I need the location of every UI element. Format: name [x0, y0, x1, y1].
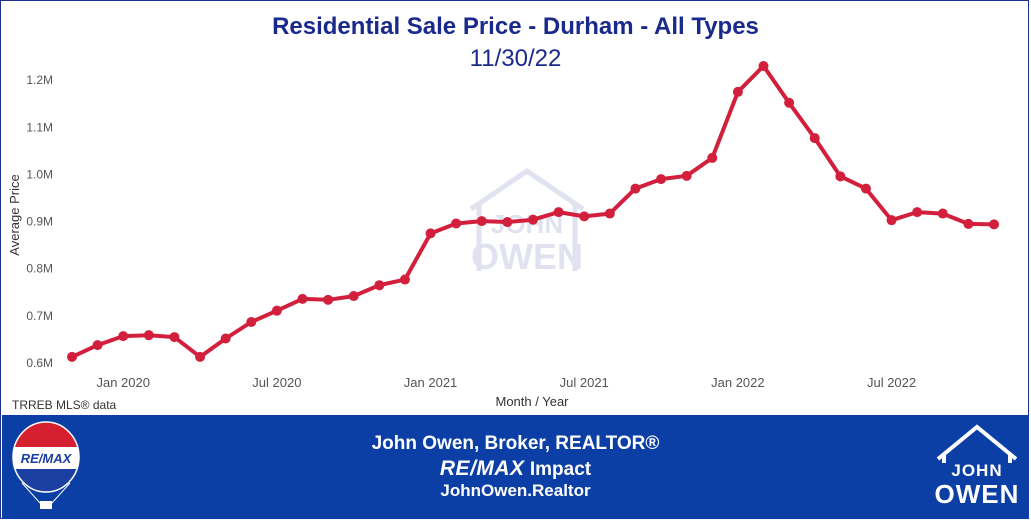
brand-suffix: Impact	[529, 459, 592, 480]
source-note: TRREB MLS® data	[12, 398, 117, 412]
x-axis-label: Month / Year	[496, 394, 570, 409]
watermark-logo: JOHN OWEN	[469, 167, 585, 277]
data-point[interactable]	[809, 133, 820, 144]
data-point[interactable]	[143, 330, 154, 341]
balloon-text: RE/MAX	[21, 451, 73, 466]
x-tick-label: Jan 2020	[96, 375, 150, 390]
data-point[interactable]	[758, 61, 769, 71]
data-point[interactable]	[451, 218, 462, 229]
chart-title: Residential Sale Price - Durham - All Ty…	[272, 13, 759, 40]
data-point[interactable]	[220, 333, 231, 344]
data-point[interactable]	[860, 183, 871, 194]
data-point[interactable]	[989, 219, 999, 230]
watermark-text-line2: OWEN	[471, 236, 583, 277]
data-point[interactable]	[553, 207, 564, 218]
agent-name: John Owen, Broker, REALTOR®	[371, 433, 660, 454]
x-tick-label: Jan 2022	[711, 375, 765, 390]
data-point[interactable]	[732, 86, 743, 97]
logo-text-line1: JOHN	[951, 461, 1003, 480]
y-axis-label: Average Price	[7, 174, 22, 255]
data-point[interactable]	[528, 214, 538, 225]
y-axis: 0.6M 0.7M 0.8M 0.9M 1.0M 1.1M 1.2M	[26, 73, 53, 370]
data-point[interactable]	[67, 351, 77, 362]
data-point[interactable]	[937, 208, 948, 219]
data-point[interactable]	[502, 217, 513, 228]
brand-name: RE/MAX	[439, 457, 525, 480]
data-point[interactable]	[271, 305, 282, 316]
x-axis: Jan 2020 Jul 2020 Jan 2021 Jul 2021 Jan 2022…	[96, 375, 916, 390]
website-link[interactable]: JohnOwen.Realtor	[440, 481, 591, 500]
data-point[interactable]	[118, 331, 129, 342]
house-outline-icon	[936, 424, 1018, 463]
data-point[interactable]	[963, 218, 974, 229]
remax-balloon-icon: RE/MAX	[12, 421, 80, 509]
data-point[interactable]	[425, 228, 436, 239]
data-point[interactable]	[374, 280, 385, 291]
y-tick-label: 0.6M	[26, 356, 53, 370]
data-point[interactable]	[399, 274, 410, 285]
data-point[interactable]	[323, 294, 334, 305]
line-chart: JOHN OWEN 0.6M 0.7M 0.8M 0.9M 1.0M 1.1M 1.2M J…	[7, 61, 999, 409]
y-tick-label: 1.2M	[26, 73, 53, 87]
data-point[interactable]	[784, 97, 795, 108]
x-tick-label: Jul 2022	[867, 375, 916, 390]
data-point[interactable]	[604, 208, 615, 219]
y-tick-label: 0.9M	[26, 215, 53, 229]
data-point[interactable]	[476, 216, 487, 227]
data-point[interactable]	[579, 211, 590, 222]
data-point[interactable]	[92, 340, 103, 351]
y-tick-label: 0.7M	[26, 309, 53, 323]
y-tick-label: 1.1M	[26, 120, 53, 134]
x-tick-label: Jan 2021	[404, 375, 458, 390]
data-point[interactable]	[656, 174, 667, 185]
brokerage-line: RE/MAX Impact	[2, 457, 1029, 481]
data-point[interactable]	[886, 215, 897, 226]
x-tick-label: Jul 2020	[252, 375, 301, 390]
data-point[interactable]	[835, 171, 846, 182]
x-tick-label: Jul 2021	[560, 375, 609, 390]
data-point[interactable]	[195, 351, 206, 362]
data-point[interactable]	[348, 291, 359, 302]
data-point[interactable]	[169, 332, 180, 343]
y-tick-label: 1.0M	[26, 167, 53, 181]
chart-subtitle: 11/30/22	[469, 45, 562, 72]
data-point[interactable]	[681, 170, 692, 181]
y-tick-label: 0.8M	[26, 262, 53, 276]
logo-text-line2: OWEN	[934, 479, 1020, 509]
john-owen-logo: JOHN OWEN	[932, 423, 1022, 515]
footer-banner: RE/MAX John Owen, Broker, REALTOR® RE/MA…	[2, 415, 1029, 519]
data-point[interactable]	[297, 293, 308, 304]
data-point[interactable]	[707, 152, 718, 163]
series-average-price	[67, 61, 999, 362]
data-point[interactable]	[912, 207, 923, 218]
data-point[interactable]	[630, 183, 641, 194]
data-point[interactable]	[246, 316, 257, 327]
